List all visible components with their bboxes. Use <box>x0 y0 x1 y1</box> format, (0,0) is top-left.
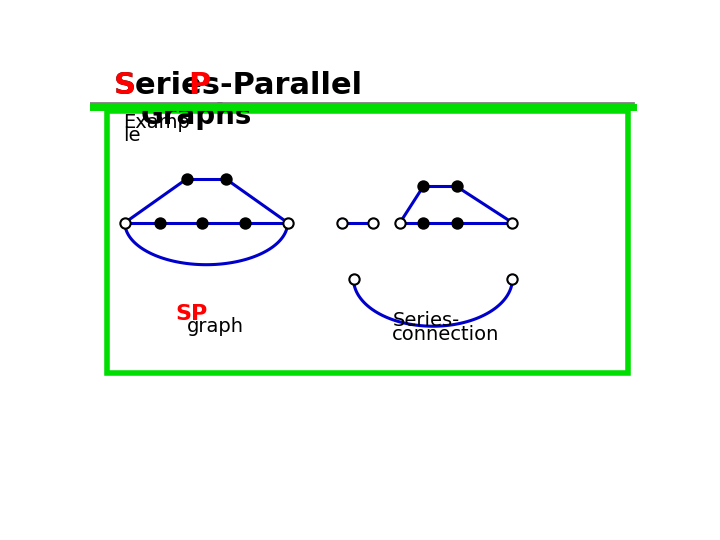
Text: P: P <box>189 71 211 100</box>
Text: Series-: Series- <box>392 311 459 330</box>
Point <box>507 274 518 283</box>
Point <box>395 218 406 227</box>
Point <box>181 174 193 183</box>
Point <box>336 218 348 227</box>
Text: graph: graph <box>187 318 244 336</box>
FancyBboxPatch shape <box>107 111 628 373</box>
Point <box>220 174 231 183</box>
Text: Series-Parallel: Series-Parallel <box>113 71 362 100</box>
Point <box>451 218 462 227</box>
Point <box>451 182 462 191</box>
Point <box>367 218 379 227</box>
Point <box>348 274 359 283</box>
Point <box>282 218 293 227</box>
Text: S: S <box>113 71 135 100</box>
Point <box>197 218 208 227</box>
Text: connection: connection <box>392 325 500 344</box>
Point <box>418 218 429 227</box>
Point <box>507 218 518 227</box>
Point <box>418 182 429 191</box>
Point <box>239 218 251 227</box>
Point <box>154 218 166 227</box>
Text: Examp: Examp <box>123 112 190 132</box>
Text: Graphs: Graphs <box>140 102 252 130</box>
Text: le: le <box>123 126 141 145</box>
Text: SP: SP <box>175 303 207 323</box>
Point <box>119 218 130 227</box>
